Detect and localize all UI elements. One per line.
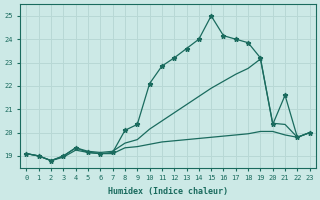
- X-axis label: Humidex (Indice chaleur): Humidex (Indice chaleur): [108, 187, 228, 196]
